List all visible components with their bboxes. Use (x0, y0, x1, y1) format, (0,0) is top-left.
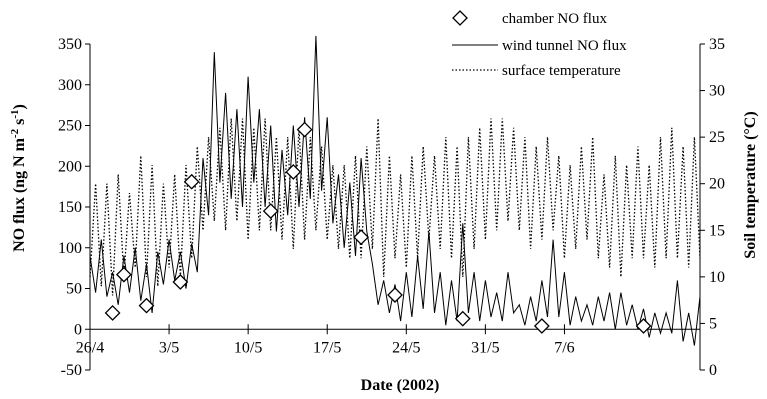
legend-label: surface temperature (502, 63, 621, 79)
legend-label: wind tunnel NO flux (502, 38, 627, 54)
y2-axis-title: Soil temperature (°C) (742, 111, 759, 258)
y2-tick-label: 15 (709, 222, 725, 239)
y-axis-title-pre: NO flux (ng N m (11, 137, 28, 251)
y-axis-title-exp2: -1 (9, 109, 21, 118)
y-axis-title-mid: s (11, 119, 28, 129)
chamber-flux-point (172, 274, 189, 290)
chamber-flux-point (104, 305, 121, 321)
chamber-flux-point (183, 173, 200, 190)
y-tick-label: 250 (58, 118, 82, 135)
y2-tick-label: 30 (709, 83, 725, 100)
chamber-flux-point (635, 318, 652, 334)
chamber-flux-point (387, 287, 403, 303)
chamber-series (104, 121, 652, 334)
wind-tunnel-flux-line (89, 35, 701, 346)
y2-tick-label: 35 (709, 36, 725, 53)
chamber-flux-point (454, 310, 471, 327)
x-tick-label: 17/5 (313, 339, 341, 356)
y2-tick-label: 25 (709, 129, 725, 146)
y-tick-label: 50 (66, 281, 82, 298)
y2-tick-label: 5 (709, 315, 717, 332)
y-axis-title-post: ) (11, 104, 28, 109)
y-axis-title-exp1: -2 (9, 128, 21, 138)
y2-tick-label: 0 (709, 362, 717, 379)
x-tick-label: 7/6 (554, 339, 574, 356)
y-tick-label: 300 (58, 77, 82, 94)
y-tick-label: 350 (58, 36, 82, 53)
chamber-flux-point (285, 164, 302, 180)
wind-tunnel-series (89, 35, 701, 346)
x-tick-label: 31/5 (471, 339, 499, 356)
x-axis-ticks: 26/4 3/5 10/5 17/5 24/5 31/5 7/6 (76, 324, 575, 356)
y-tick-label: 150 (58, 199, 82, 216)
legend-label: chamber NO flux (502, 11, 607, 27)
y2-axis-ticks: 0 5 10 15 20 25 30 35 (700, 36, 725, 379)
chamber-flux-point (353, 229, 370, 246)
plot-area (89, 44, 701, 370)
x-tick-label: 3/5 (159, 339, 179, 356)
x-tick-label: 10/5 (234, 339, 262, 356)
chamber-flux-point (138, 297, 155, 314)
surface-temperature-line (89, 118, 701, 296)
surface-temperature-series (89, 118, 701, 296)
chamber-flux-point (533, 318, 550, 334)
chamber-flux-point (115, 266, 132, 283)
y-tick-label: -50 (61, 362, 82, 379)
y-tick-label: 100 (58, 240, 82, 257)
x-tick-label: 26/4 (76, 339, 104, 356)
legend: chamber NO flux wind tunnel NO flux surfac… (452, 10, 627, 79)
y-axis-title: NO flux (ng N m-2 s-1) (9, 104, 28, 252)
y2-tick-label: 10 (709, 269, 725, 286)
y-tick-label: 200 (58, 158, 82, 175)
y-axis-ticks: -50 0 50 100 150 200 250 300 350 (58, 36, 90, 379)
chamber-flux-point (262, 203, 279, 219)
legend-chamber-marker (452, 10, 468, 26)
x-tick-label: 24/5 (392, 339, 420, 356)
chamber-flux-point (296, 121, 313, 138)
x-axis-title: Date (2002) (361, 377, 440, 394)
y-tick-label: 0 (74, 321, 82, 338)
y2-tick-label: 20 (709, 176, 725, 193)
